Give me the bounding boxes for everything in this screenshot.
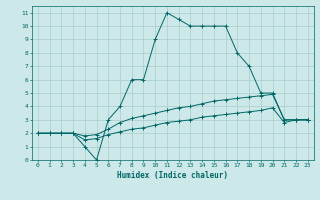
X-axis label: Humidex (Indice chaleur): Humidex (Indice chaleur)	[117, 171, 228, 180]
